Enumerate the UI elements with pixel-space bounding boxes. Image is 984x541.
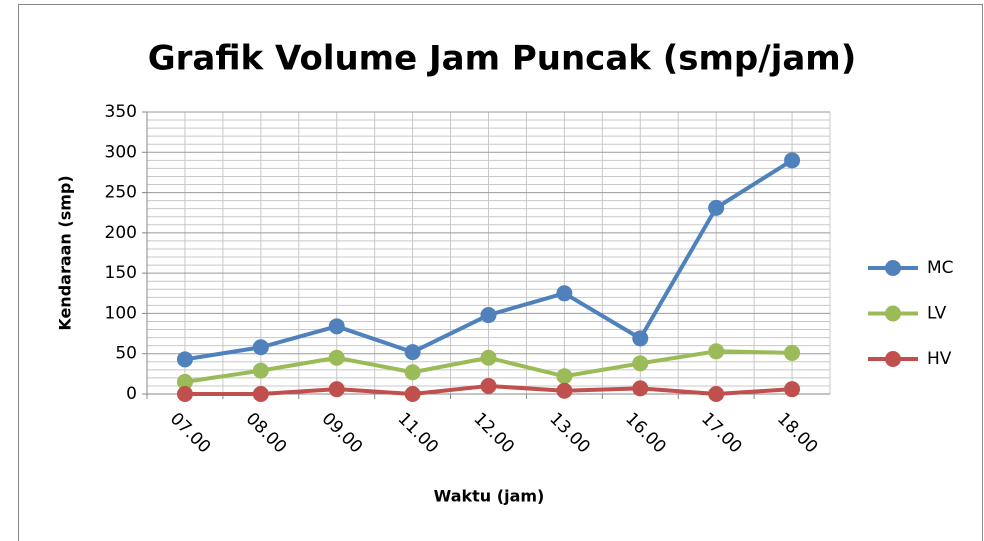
legend-marker — [885, 351, 901, 367]
data-point — [176, 373, 193, 390]
data-point — [328, 381, 345, 398]
data-point — [632, 330, 649, 347]
legend-label: HV — [927, 349, 952, 369]
data-point — [328, 318, 345, 335]
data-point — [632, 380, 649, 397]
y-tick-label: 200 — [105, 223, 137, 243]
y-axis-title: Kendaraan (smp) — [56, 175, 75, 330]
y-tick-label: 350 — [105, 102, 137, 122]
y-tick-label: 150 — [105, 263, 137, 283]
data-point — [480, 377, 497, 394]
y-tick-label: 250 — [105, 183, 137, 203]
data-point — [784, 152, 801, 169]
legend-marker — [885, 305, 901, 322]
y-tick-label: 300 — [105, 142, 137, 162]
data-point — [556, 382, 573, 399]
data-point — [252, 362, 269, 379]
data-point — [252, 339, 269, 356]
data-point — [784, 344, 801, 361]
data-point — [708, 343, 725, 360]
y-tick-label: 0 — [126, 384, 137, 404]
data-point — [480, 307, 497, 324]
data-point — [632, 355, 649, 372]
data-point — [784, 381, 801, 398]
data-point — [556, 368, 573, 385]
data-point — [404, 344, 421, 361]
legend-marker — [885, 260, 901, 276]
data-point — [404, 364, 421, 381]
data-point — [252, 386, 269, 402]
legend-label: MC — [927, 258, 954, 278]
y-tick-label: 50 — [115, 344, 137, 364]
data-point — [556, 285, 573, 302]
data-point — [708, 386, 725, 402]
x-axis-title: Waktu (jam) — [434, 487, 545, 506]
legend-label: LV — [927, 304, 947, 324]
data-point — [328, 349, 345, 366]
chart-title: Grafik Volume Jam Puncak (smp/jam) — [148, 39, 857, 79]
y-tick-label: 100 — [105, 303, 137, 323]
data-point — [404, 386, 421, 402]
data-point — [176, 386, 193, 402]
data-point — [708, 199, 725, 216]
data-point — [480, 349, 497, 366]
data-point — [176, 351, 193, 368]
